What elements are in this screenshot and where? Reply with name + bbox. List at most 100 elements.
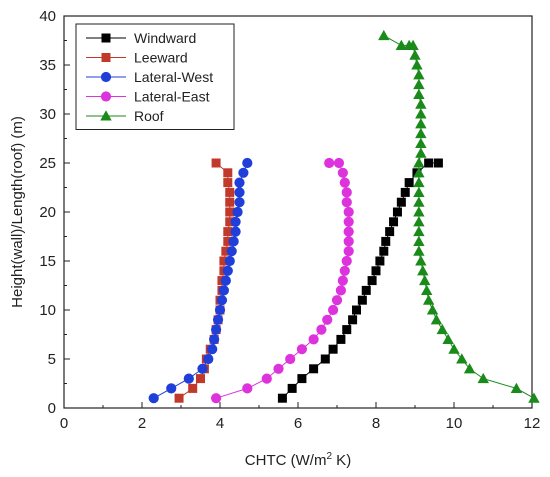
x-axis-title: CHTC (W/m2 K) xyxy=(245,451,351,469)
series-lateral-west xyxy=(148,157,253,404)
data-point-lateral-east xyxy=(343,246,354,257)
data-point-lateral-east xyxy=(308,334,319,345)
data-point-roof xyxy=(448,343,460,354)
data-point-windward xyxy=(367,276,377,286)
data-point-roof xyxy=(415,118,427,129)
data-point-windward xyxy=(342,325,352,335)
data-point-leeward xyxy=(211,158,221,168)
x-tick-label: 8 xyxy=(372,415,380,432)
data-point-lateral-west xyxy=(183,373,194,384)
data-point-windward xyxy=(336,334,346,344)
data-point-lateral-west xyxy=(214,304,226,316)
data-point-windward xyxy=(396,197,406,207)
data-point-lateral-west xyxy=(226,246,237,257)
data-point-roof xyxy=(415,147,427,158)
data-point-lateral-east xyxy=(343,226,354,237)
data-point-lateral-west xyxy=(216,295,228,306)
data-point-lateral-west xyxy=(242,157,253,169)
x-tick-label: 2 xyxy=(138,415,146,432)
data-point-roof xyxy=(421,284,433,295)
data-point-roof xyxy=(426,304,439,315)
data-point-roof xyxy=(415,127,427,139)
data-point-roof xyxy=(419,274,431,286)
data-point-lateral-west xyxy=(234,197,245,208)
data-point-windward xyxy=(361,285,371,295)
data-point-roof xyxy=(413,225,425,237)
data-point-leeward xyxy=(174,393,184,403)
legend-marker xyxy=(100,91,112,102)
y-tick-label: 0 xyxy=(48,400,56,417)
data-point-windward xyxy=(352,305,361,315)
series-roof xyxy=(378,29,540,403)
data-point-windward xyxy=(392,207,402,217)
data-point-leeward xyxy=(223,168,233,178)
data-point-leeward xyxy=(223,236,233,246)
data-point-roof xyxy=(413,186,425,197)
data-point-leeward xyxy=(219,256,229,266)
data-point-roof xyxy=(413,196,425,207)
data-point-windward xyxy=(328,344,338,354)
y-tick-label: 5 xyxy=(48,351,56,368)
data-point-lateral-west xyxy=(234,177,245,188)
data-point-roof xyxy=(413,88,425,99)
legend-label: Roof xyxy=(134,108,164,124)
legend: Windward Leeward Lateral-West Lateral-East R… xyxy=(75,23,235,130)
data-point-lateral-west xyxy=(228,236,239,247)
data-point-windward xyxy=(433,158,443,168)
data-point-windward xyxy=(348,315,358,325)
data-point-lateral-west xyxy=(212,314,224,325)
data-point-lateral-east xyxy=(341,255,352,267)
data-point-lateral-west xyxy=(234,187,245,198)
data-point-roof xyxy=(413,235,425,246)
y-tick-label: 30 xyxy=(39,106,56,123)
axis-ticks: 0 2 4 6 8 10 12 0 5 10 15 20 25 30 35 40 xyxy=(39,8,540,432)
data-point-lateral-west xyxy=(203,353,214,365)
data-point-roof xyxy=(456,353,468,364)
data-point-roof xyxy=(510,382,523,393)
data-point-lateral-east xyxy=(343,216,354,227)
data-point-windward xyxy=(277,393,287,403)
legend-entry-lateral-west: Lateral-West xyxy=(86,69,213,85)
data-point-roof xyxy=(411,59,423,70)
data-point-windward xyxy=(424,158,434,168)
data-point-roof xyxy=(417,265,429,276)
data-point-lateral-west xyxy=(218,285,229,296)
data-point-roof xyxy=(413,206,425,217)
data-point-roof xyxy=(413,157,425,168)
data-point-lateral-west xyxy=(224,255,235,267)
data-point-roof xyxy=(415,255,427,266)
data-point-lateral-west xyxy=(197,363,208,374)
legend-entry-leeward: Leeward xyxy=(86,50,188,66)
legend-marker xyxy=(100,71,112,83)
data-point-lateral-west xyxy=(166,383,177,394)
legend-marker xyxy=(101,33,111,43)
x-tick-label: 10 xyxy=(446,415,463,432)
y-tick-label: 15 xyxy=(39,253,56,270)
data-point-leeward xyxy=(196,374,205,384)
data-point-roof xyxy=(409,49,421,60)
data-point-lateral-east xyxy=(337,167,348,178)
data-point-lateral-east xyxy=(296,344,307,355)
data-point-leeward xyxy=(223,178,233,188)
data-point-lateral-east xyxy=(337,275,348,286)
data-point-lateral-east xyxy=(341,187,352,198)
data-point-lateral-west xyxy=(211,324,222,335)
y-tick-label: 40 xyxy=(39,8,56,25)
data-point-lateral-west xyxy=(148,393,159,404)
data-point-lateral-east xyxy=(273,363,284,374)
data-point-windward xyxy=(371,266,381,276)
data-point-lateral-east xyxy=(339,177,350,188)
y-tick-label: 10 xyxy=(39,302,56,319)
data-point-roof xyxy=(395,39,408,50)
data-point-leeward xyxy=(225,197,235,207)
data-point-windward xyxy=(389,217,399,227)
data-point-lateral-east xyxy=(333,157,345,169)
data-point-lateral-west xyxy=(232,206,243,218)
data-point-lateral-east xyxy=(322,314,333,325)
data-point-leeward xyxy=(225,217,235,227)
data-point-roof xyxy=(413,69,425,80)
data-point-windward xyxy=(375,256,385,266)
data-point-lateral-east xyxy=(339,265,350,276)
data-point-roof xyxy=(415,108,427,119)
data-point-lateral-east xyxy=(324,157,335,169)
